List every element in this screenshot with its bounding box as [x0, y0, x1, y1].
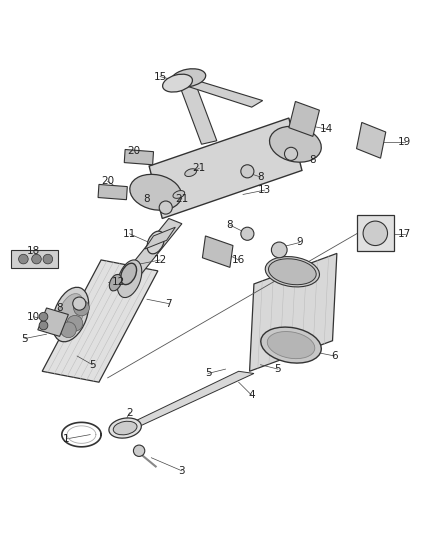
Polygon shape [149, 118, 302, 219]
Ellipse shape [162, 74, 192, 92]
Text: 15: 15 [153, 71, 167, 82]
Polygon shape [42, 260, 158, 382]
Circle shape [18, 254, 28, 264]
Text: 13: 13 [258, 185, 272, 195]
Circle shape [32, 254, 41, 264]
Text: 7: 7 [166, 298, 172, 309]
Ellipse shape [173, 191, 185, 198]
Polygon shape [124, 149, 153, 165]
Ellipse shape [110, 274, 122, 291]
Ellipse shape [171, 69, 206, 87]
Ellipse shape [53, 287, 89, 342]
Circle shape [134, 445, 145, 456]
Text: 18: 18 [27, 246, 40, 256]
Text: 19: 19 [398, 137, 411, 147]
Text: 5: 5 [275, 364, 281, 374]
Text: 10: 10 [27, 312, 40, 322]
Polygon shape [177, 77, 217, 144]
Text: 9: 9 [297, 238, 303, 247]
Circle shape [159, 201, 172, 214]
Circle shape [241, 227, 254, 240]
Polygon shape [250, 253, 337, 372]
Circle shape [39, 312, 48, 321]
Text: 4: 4 [248, 390, 255, 400]
Ellipse shape [261, 327, 321, 363]
Text: 5: 5 [89, 360, 95, 370]
Text: 2: 2 [126, 408, 133, 418]
Text: 14: 14 [319, 124, 332, 134]
Ellipse shape [267, 332, 315, 359]
Text: 3: 3 [179, 466, 185, 476]
Circle shape [74, 300, 89, 316]
Ellipse shape [265, 256, 319, 287]
Polygon shape [202, 236, 233, 268]
Text: 5: 5 [205, 368, 212, 378]
Circle shape [39, 321, 48, 330]
Circle shape [241, 165, 254, 178]
Ellipse shape [147, 231, 164, 254]
Ellipse shape [130, 174, 182, 210]
Text: 16: 16 [232, 255, 245, 265]
Ellipse shape [185, 169, 197, 176]
Text: 8: 8 [226, 220, 233, 230]
Polygon shape [98, 184, 127, 200]
Circle shape [73, 297, 86, 310]
Circle shape [363, 221, 388, 246]
Circle shape [285, 147, 297, 160]
Text: 8: 8 [257, 172, 264, 182]
Text: 17: 17 [398, 229, 411, 239]
Text: 12: 12 [112, 277, 125, 287]
Text: 12: 12 [153, 255, 167, 265]
Circle shape [60, 322, 76, 338]
Bar [357, 215, 394, 251]
Ellipse shape [57, 294, 84, 335]
Text: 6: 6 [332, 351, 338, 361]
Text: 1: 1 [63, 434, 70, 444]
Text: 20: 20 [101, 176, 114, 187]
Text: 21: 21 [175, 194, 188, 204]
Polygon shape [38, 308, 68, 336]
Text: 11: 11 [123, 229, 136, 239]
Circle shape [67, 316, 83, 331]
Ellipse shape [117, 260, 142, 297]
Ellipse shape [121, 263, 137, 285]
Ellipse shape [269, 126, 321, 162]
Polygon shape [357, 123, 386, 158]
Ellipse shape [109, 418, 141, 438]
Polygon shape [289, 101, 319, 136]
Text: 21: 21 [193, 163, 206, 173]
Polygon shape [171, 77, 263, 107]
Ellipse shape [268, 259, 316, 285]
Text: 20: 20 [127, 146, 141, 156]
Polygon shape [123, 219, 182, 280]
Polygon shape [125, 372, 254, 426]
Text: 5: 5 [21, 334, 28, 344]
Polygon shape [145, 227, 175, 249]
Text: 8: 8 [144, 194, 150, 204]
Ellipse shape [113, 421, 137, 435]
Circle shape [272, 242, 287, 258]
Text: 8: 8 [310, 155, 316, 165]
Text: 8: 8 [57, 303, 63, 313]
FancyBboxPatch shape [11, 250, 58, 268]
Circle shape [43, 254, 53, 264]
